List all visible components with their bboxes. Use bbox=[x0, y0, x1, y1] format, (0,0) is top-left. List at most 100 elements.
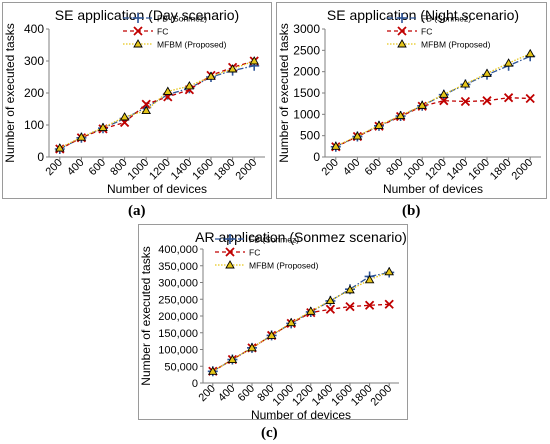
data-point-a-2 bbox=[76, 132, 87, 141]
data-point-a-2 bbox=[249, 56, 259, 65]
series-c-0 bbox=[207, 267, 395, 377]
chart-title-a: SE application (Day scenario) bbox=[55, 7, 239, 23]
legend-label-c-1: FC bbox=[249, 248, 260, 258]
data-point-b-2 bbox=[482, 68, 492, 77]
data-point-b-2 bbox=[439, 89, 449, 98]
figure-label-a: (a) bbox=[128, 203, 146, 219]
x-tick-label-c: 1200 bbox=[290, 383, 316, 409]
x-tick-label-b: 1800 bbox=[488, 157, 514, 183]
data-point-a-2 bbox=[184, 81, 195, 90]
data-point-b-2 bbox=[525, 48, 535, 58]
data-point-b-2 bbox=[417, 100, 427, 109]
x-tick-label-b: 600 bbox=[363, 157, 384, 178]
legend-marker-c-2 bbox=[225, 260, 235, 269]
legend-label-c-2: MFBM (Proposed) bbox=[249, 261, 319, 271]
data-point-a-1 bbox=[141, 99, 151, 109]
x-tick-label-a: 600 bbox=[87, 157, 108, 178]
data-point-c-1 bbox=[364, 300, 375, 310]
legend-label-b-0: FB (Sonmez) bbox=[421, 14, 471, 24]
series-b-1 bbox=[331, 93, 535, 152]
legend-marker-a-0 bbox=[133, 13, 143, 23]
y-tick-label-c: 100,000 bbox=[158, 345, 198, 357]
data-point-b-2 bbox=[352, 131, 363, 140]
legend-label-c-0: FB (Sonmez) bbox=[249, 235, 299, 245]
data-point-c-2 bbox=[325, 295, 336, 305]
data-point-b-2 bbox=[503, 58, 514, 67]
x-tick-label-b: 400 bbox=[341, 157, 362, 178]
y-tick-label-c: 0 bbox=[192, 378, 198, 390]
x-tick-label-a: 1000 bbox=[126, 157, 152, 183]
y-tick-label-b: 2500 bbox=[293, 43, 320, 57]
legend-label-b-2: MFBM (Proposed) bbox=[421, 40, 491, 50]
x-tick-label-b: 1400 bbox=[445, 157, 471, 183]
legend-b: FB (Sonmez) FC MFBM (Proposed) bbox=[387, 13, 491, 50]
y-axis-label-b: Number of executed tasks bbox=[277, 23, 291, 162]
series-c-1 bbox=[208, 299, 394, 376]
y-axis-label-a: Number of executed tasks bbox=[3, 23, 17, 162]
y-tick-label-b: 1500 bbox=[293, 86, 320, 100]
data-point-c-2 bbox=[227, 354, 238, 363]
data-point-b-1 bbox=[460, 96, 471, 107]
y-tick-label-a: 200 bbox=[24, 86, 44, 100]
y-tick-label-b: 500 bbox=[300, 129, 320, 143]
data-point-c-1 bbox=[345, 301, 355, 312]
y-tick-label-a: 300 bbox=[24, 54, 44, 68]
data-point-a-2 bbox=[227, 64, 238, 73]
legend-marker-b-1 bbox=[397, 26, 407, 36]
series-b-2 bbox=[331, 48, 535, 150]
x-tick-label-c: 400 bbox=[216, 383, 237, 404]
data-point-a-2 bbox=[119, 112, 130, 121]
y-tick-label-a: 400 bbox=[24, 22, 44, 36]
y-tick-label-c: 50,000 bbox=[164, 361, 198, 373]
data-point-c-2 bbox=[208, 366, 218, 375]
legend-c: FB (Sonmez) FC MFBM (Proposed) bbox=[215, 234, 319, 271]
data-point-c-2 bbox=[384, 266, 394, 276]
x-tick-label-b: 200 bbox=[319, 157, 340, 178]
series-line-c-2 bbox=[212, 271, 390, 372]
data-point-c-2 bbox=[345, 284, 355, 294]
x-tick-label-c: 1000 bbox=[271, 383, 297, 409]
x-tick-label-a: 1600 bbox=[190, 157, 216, 183]
x-tick-label-c: 1400 bbox=[310, 383, 336, 409]
chart-panel-a: SE application (Day scenario) 0 100 200 300 4… bbox=[2, 2, 272, 199]
chart-svg-b: SE application (Night scenario)050010001… bbox=[277, 7, 541, 196]
x-tick-label-a: 400 bbox=[65, 157, 86, 178]
y-tick-label-b: 2000 bbox=[293, 65, 320, 79]
x-axis-label-c: Number of devices bbox=[251, 408, 351, 419]
data-point-b-1 bbox=[439, 96, 449, 106]
figure-label-c: (c) bbox=[261, 425, 278, 441]
x-axis-label-b: Number of devices bbox=[383, 182, 483, 196]
y-tick-label-c: 150,000 bbox=[158, 328, 198, 340]
series-line-a-2 bbox=[59, 60, 255, 149]
data-point-b-2 bbox=[460, 79, 471, 88]
series-line-b-0 bbox=[335, 55, 531, 148]
data-point-c-2 bbox=[247, 342, 257, 352]
x-tick-label-b: 2000 bbox=[510, 157, 536, 183]
data-point-b-1 bbox=[482, 96, 492, 106]
legend-label-a-0: FB (Sonmez) bbox=[157, 14, 207, 24]
chart-title-c: AR application (Sonmez scenario) bbox=[195, 229, 407, 245]
data-point-b-2 bbox=[395, 110, 406, 120]
data-point-a-2 bbox=[55, 143, 65, 152]
y-tick-label-c: 350,000 bbox=[158, 261, 198, 273]
legend-label-b-1: FC bbox=[421, 27, 432, 37]
y-tick-label-c: 300,000 bbox=[158, 278, 198, 290]
y-axis-label-c: Number of executed tasks bbox=[139, 246, 153, 385]
x-tick-label-a: 1800 bbox=[212, 157, 238, 183]
legend-marker-a-1 bbox=[133, 26, 143, 36]
y-tick-label-b: 3000 bbox=[293, 22, 320, 36]
data-point-a-2 bbox=[206, 71, 216, 80]
x-axis-label-a: Number of devices bbox=[107, 182, 207, 196]
series-a-2 bbox=[55, 56, 259, 152]
legend-marker-a-2 bbox=[133, 39, 143, 48]
legend-marker-b-0 bbox=[397, 13, 407, 23]
x-tick-label-a: 1400 bbox=[169, 157, 195, 183]
legend-marker-c-0 bbox=[225, 234, 235, 244]
y-tick-label-a: 0 bbox=[37, 150, 44, 164]
legend-label-a-2: MFBM (Proposed) bbox=[157, 40, 227, 50]
data-point-a-2 bbox=[141, 105, 151, 115]
x-tick-label-b: 1600 bbox=[466, 157, 492, 183]
legend-marker-b-2 bbox=[397, 39, 407, 48]
data-point-b-2 bbox=[331, 141, 341, 150]
series-line-c-0 bbox=[212, 271, 390, 372]
